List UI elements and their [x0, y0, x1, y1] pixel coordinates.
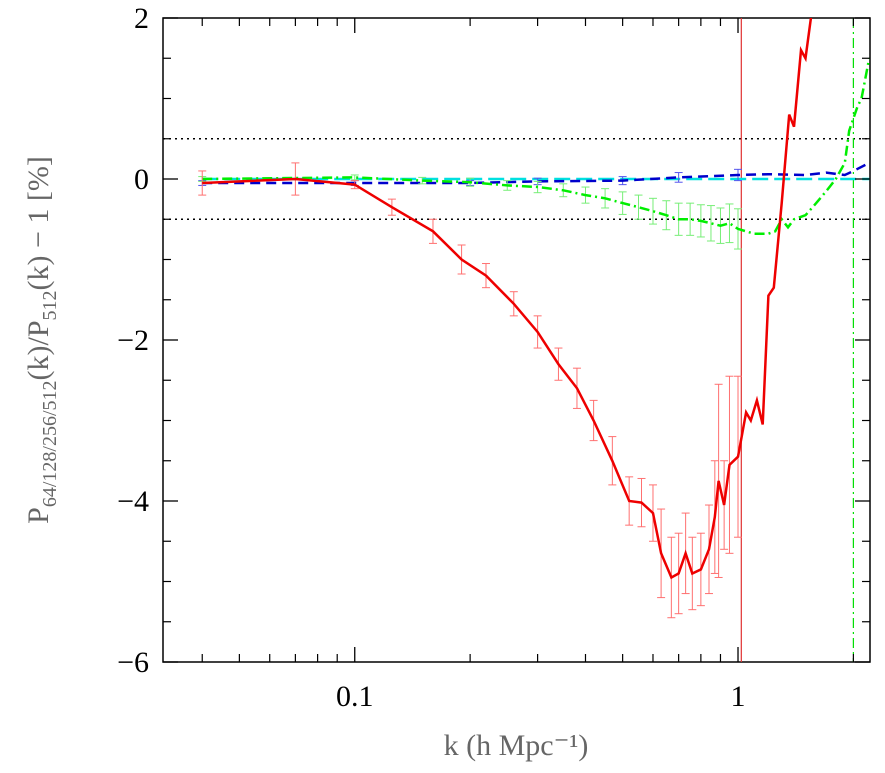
- x-axis-label: k (h Mpc⁻¹): [444, 729, 589, 762]
- error-bar: [686, 202, 695, 236]
- y-axis-label-subscript: 512: [39, 291, 61, 321]
- y-tick-label: −4: [117, 485, 149, 518]
- error-bar: [706, 205, 715, 242]
- x-tick-label: 0.1: [336, 680, 374, 713]
- y-axis-label-part: (k) − 1 [%]: [22, 156, 55, 290]
- axes: −6 −4 −2 0 2 0.1 1: [117, 2, 870, 713]
- y-axis-label-part: (k)/P: [22, 321, 55, 381]
- series-line: [202, 58, 870, 235]
- y-tick-label: 2: [134, 2, 149, 35]
- error-bar: [725, 203, 734, 244]
- x-tick-label: 1: [731, 680, 746, 713]
- y-axis-label: P64/128/256/512(k)/P512(k) − 1 [%]: [22, 156, 61, 524]
- error-bar: [350, 174, 359, 181]
- error-bar: [674, 172, 683, 183]
- y-tick-label: −2: [117, 324, 149, 357]
- error-bar: [634, 194, 643, 220]
- y-axis-label-subscript: 64/128/256/512: [39, 381, 61, 508]
- error-bar: [648, 197, 657, 225]
- plot-frame: [162, 17, 871, 663]
- plot-area: [163, 18, 870, 662]
- series-line: [202, 161, 870, 185]
- y-axis-label-part: P: [22, 507, 55, 524]
- y-tick-label: 0: [134, 163, 149, 196]
- y-tick-label: −6: [117, 646, 149, 679]
- series-line: [202, 18, 813, 580]
